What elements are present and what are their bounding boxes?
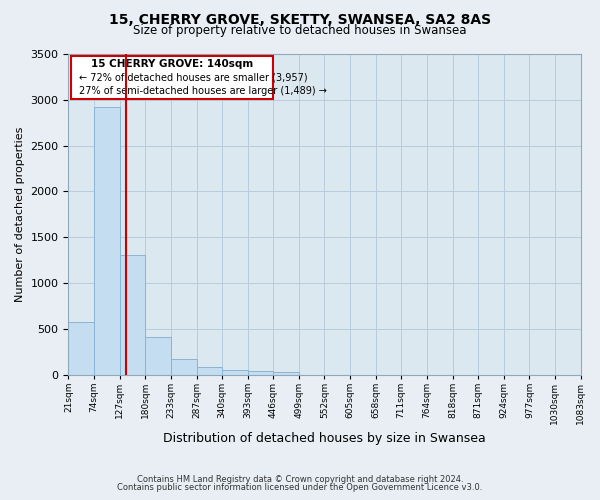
Bar (119, 254, 145, 374)
Y-axis label: Number of detached properties: Number of detached properties (15, 126, 25, 302)
Text: 15 CHERRY GROVE: 140sqm: 15 CHERRY GROVE: 140sqm (91, 59, 253, 69)
Text: 15, CHERRY GROVE, SKETTY, SWANSEA, SA2 8AS: 15, CHERRY GROVE, SKETTY, SWANSEA, SA2 8… (109, 12, 491, 26)
Bar (145, 336, 170, 374)
Bar (68, 322, 94, 374)
Text: Contains public sector information licensed under the Open Government Licence v3: Contains public sector information licen… (118, 483, 482, 492)
Bar (248, 371, 274, 374)
X-axis label: Distribution of detached houses by size in Swansea: Distribution of detached houses by size … (163, 432, 486, 445)
Text: Contains HM Land Registry data © Crown copyright and database right 2024.: Contains HM Land Registry data © Crown c… (137, 475, 463, 484)
FancyBboxPatch shape (71, 56, 273, 99)
Text: ← 72% of detached houses are smaller (3,957): ← 72% of detached houses are smaller (3,… (79, 72, 307, 83)
Bar (197, 368, 222, 374)
Bar (222, 370, 248, 374)
Text: Size of property relative to detached houses in Swansea: Size of property relative to detached ho… (133, 24, 467, 37)
Bar (274, 372, 299, 374)
Bar (170, 359, 197, 374)
Text: 27% of semi-detached houses are larger (1,489) →: 27% of semi-detached houses are larger (… (79, 86, 326, 96)
Bar (94, 107, 119, 374)
